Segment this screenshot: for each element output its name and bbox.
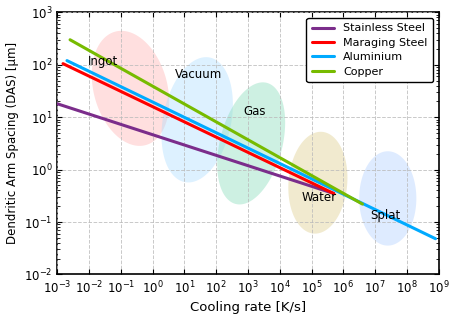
Aluminium bbox=[283, 165, 289, 169]
Y-axis label: Dendritic Arm Spacing (DAS) [μm]: Dendritic Arm Spacing (DAS) [μm] bbox=[5, 42, 19, 244]
Maraging Steel bbox=[306, 180, 311, 183]
Polygon shape bbox=[217, 82, 285, 204]
Copper bbox=[68, 38, 74, 42]
Maraging Steel bbox=[331, 192, 336, 196]
Stainless Steel bbox=[288, 178, 293, 181]
Copper bbox=[240, 135, 246, 139]
Text: Vacuum: Vacuum bbox=[175, 68, 222, 81]
Text: Ingot: Ingot bbox=[88, 55, 118, 68]
Polygon shape bbox=[359, 151, 416, 245]
Aluminium bbox=[375, 209, 380, 213]
Stainless Steel bbox=[219, 155, 225, 159]
Aluminium bbox=[433, 237, 438, 241]
Text: Water: Water bbox=[302, 191, 337, 204]
Maraging Steel bbox=[221, 139, 226, 142]
Aluminium bbox=[398, 220, 404, 224]
Line: Stainless Steel: Stainless Steel bbox=[57, 104, 334, 194]
Stainless Steel bbox=[218, 155, 224, 159]
Copper bbox=[67, 38, 73, 42]
Aluminium bbox=[290, 168, 295, 172]
Text: Splat: Splat bbox=[370, 209, 400, 222]
Text: Gas: Gas bbox=[243, 105, 266, 117]
Maraging Steel bbox=[222, 139, 227, 143]
Stainless Steel bbox=[55, 102, 60, 106]
Copper bbox=[314, 176, 319, 180]
Aluminium bbox=[64, 59, 70, 62]
Line: Aluminium: Aluminium bbox=[67, 60, 435, 239]
Copper bbox=[360, 202, 365, 206]
Stainless Steel bbox=[56, 102, 61, 106]
Copper bbox=[242, 136, 247, 140]
Polygon shape bbox=[92, 31, 169, 146]
Maraging Steel bbox=[61, 62, 66, 66]
Copper bbox=[246, 139, 252, 142]
Legend: Stainless Steel, Maraging Steel, Aluminium, Copper: Stainless Steel, Maraging Steel, Alumini… bbox=[306, 18, 433, 82]
Stainless Steel bbox=[305, 183, 311, 187]
X-axis label: Cooling rate [K/s]: Cooling rate [K/s] bbox=[190, 301, 306, 315]
Stainless Steel bbox=[331, 192, 336, 196]
Aluminium bbox=[66, 59, 71, 63]
Line: Maraging Steel: Maraging Steel bbox=[63, 64, 334, 194]
Copper bbox=[332, 187, 338, 191]
Polygon shape bbox=[162, 57, 233, 182]
Maraging Steel bbox=[60, 62, 66, 66]
Maraging Steel bbox=[226, 141, 232, 145]
Aluminium bbox=[283, 164, 288, 168]
Polygon shape bbox=[288, 132, 348, 234]
Line: Copper: Copper bbox=[70, 40, 363, 204]
Maraging Steel bbox=[288, 171, 294, 175]
Stainless Steel bbox=[224, 157, 229, 161]
